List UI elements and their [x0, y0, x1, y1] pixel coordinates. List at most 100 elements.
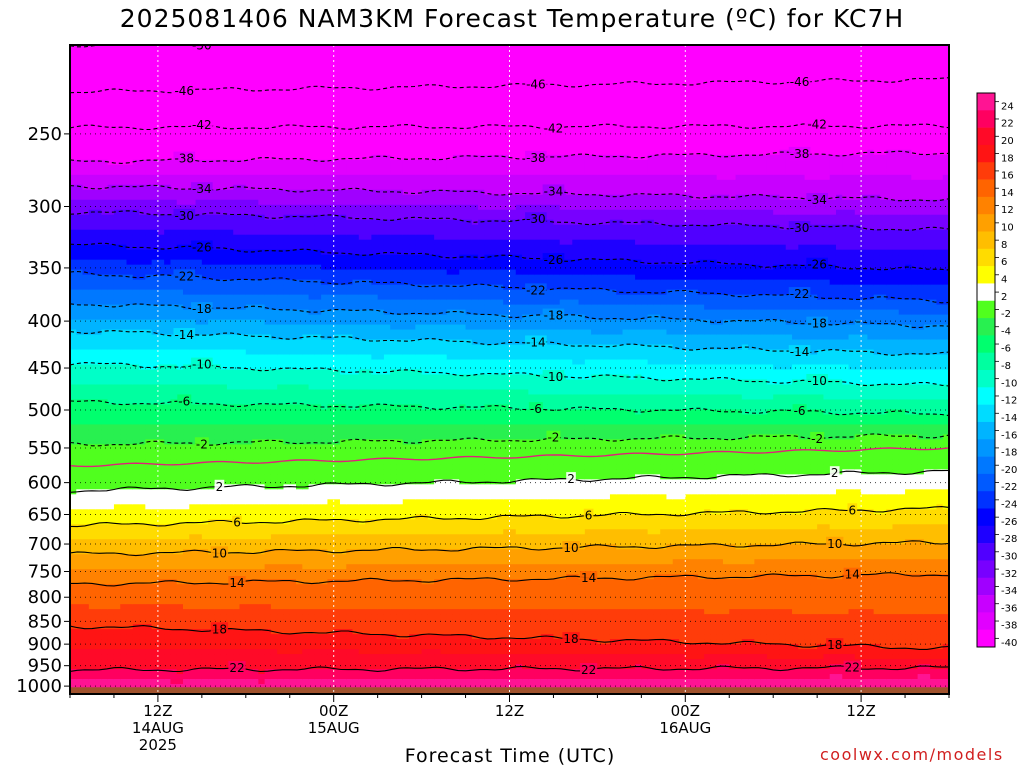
temp-cell: [107, 669, 115, 675]
temp-cell: [220, 214, 228, 221]
temp-cell: [170, 639, 178, 645]
temp-cell: [239, 364, 247, 371]
temp-cell: [289, 69, 297, 76]
temp-cell: [296, 184, 303, 191]
temp-cell: [176, 639, 184, 645]
temp-cell: [233, 329, 241, 336]
temp-cell: [183, 239, 190, 246]
temp-cell: [201, 649, 209, 655]
temp-cell: [132, 164, 140, 171]
temp-cell: [296, 64, 303, 71]
temp-cell: [220, 649, 228, 655]
temp-cell: [189, 554, 197, 560]
temp-cell: [126, 439, 134, 445]
temp-cell: [132, 364, 140, 371]
temp-cell: [226, 489, 234, 495]
temp-cell: [113, 45, 121, 51]
temp-cell: [302, 574, 310, 580]
temp-cell: [226, 369, 234, 376]
temp-cell: [157, 129, 165, 136]
temp-cell: [183, 314, 190, 321]
temp-cell: [70, 234, 77, 241]
temp-cell: [245, 399, 253, 406]
temp-cell: [252, 604, 259, 610]
temp-cell: [88, 294, 96, 301]
temp-cell: [107, 264, 115, 271]
temp-cell: [245, 234, 253, 241]
temp-cell: [258, 54, 266, 61]
temp-cell: [283, 59, 291, 66]
temp-cell: [145, 339, 153, 346]
temp-cell: [126, 324, 134, 331]
temp-cell: [126, 99, 134, 106]
temp-cell: [126, 214, 134, 221]
temp-cell: [76, 659, 84, 665]
temp-cell: [264, 564, 272, 570]
temp-cell: [70, 639, 77, 645]
temp-cell: [183, 654, 190, 660]
temp-cell: [145, 479, 153, 485]
temp-cell: [283, 104, 291, 111]
temp-cell: [107, 209, 115, 216]
temp-cell: [88, 194, 96, 201]
temp-cell: [252, 574, 259, 580]
temp-cell: [258, 574, 266, 580]
temp-cell: [164, 514, 172, 520]
temp-cell: [201, 204, 209, 211]
temp-cell: [170, 514, 178, 520]
temp-cell: [70, 254, 77, 261]
temp-cell: [157, 139, 165, 146]
temp-cell: [183, 319, 190, 326]
temp-cell: [107, 274, 115, 281]
temp-cell: [233, 259, 241, 266]
temp-cell: [183, 414, 190, 421]
temp-cell: [170, 604, 178, 610]
temp-cell: [151, 634, 159, 640]
temp-cell: [139, 159, 146, 166]
temp-cell: [107, 359, 115, 366]
temp-cell: [145, 534, 153, 540]
temp-cell: [252, 329, 259, 336]
temp-cell: [220, 579, 228, 585]
temp-cell: [126, 449, 134, 455]
temp-cell: [183, 639, 190, 645]
temp-cell: [195, 539, 203, 545]
temp-cell: [239, 314, 247, 321]
temp-cell: [226, 134, 234, 141]
temp-cell: [283, 284, 291, 291]
temp-cell: [214, 579, 222, 585]
temp-cell: [176, 49, 184, 56]
temp-cell: [132, 569, 140, 575]
temp-cell: [195, 409, 203, 416]
temp-cell: [70, 464, 77, 470]
temp-cell: [183, 354, 190, 361]
temp-cell: [88, 539, 96, 545]
temp-cell: [208, 569, 216, 575]
temp-cell: [120, 114, 128, 121]
temp-cell: [132, 79, 140, 86]
temp-cell: [76, 389, 84, 396]
temp-cell: [233, 559, 241, 565]
temp-cell: [151, 399, 159, 406]
temp-cell: [107, 134, 115, 141]
temp-cell: [132, 394, 140, 401]
temp-cell: [151, 599, 159, 605]
temp-cell: [189, 354, 197, 361]
temp-cell: [233, 334, 241, 341]
temp-cell: [239, 339, 247, 346]
temp-cell: [189, 459, 197, 465]
temp-cell: [220, 454, 228, 460]
temp-cell: [139, 289, 146, 296]
temp-cell: [126, 194, 134, 201]
temp-cell: [183, 509, 190, 515]
temp-cell: [252, 59, 259, 66]
temp-cell: [245, 624, 253, 630]
temp-cell: [157, 219, 165, 226]
temp-cell: [208, 274, 216, 281]
temp-cell: [101, 379, 109, 386]
temp-cell: [195, 514, 203, 520]
temp-cell: [195, 509, 203, 515]
temp-cell: [252, 499, 259, 505]
temp-cell: [139, 504, 146, 510]
